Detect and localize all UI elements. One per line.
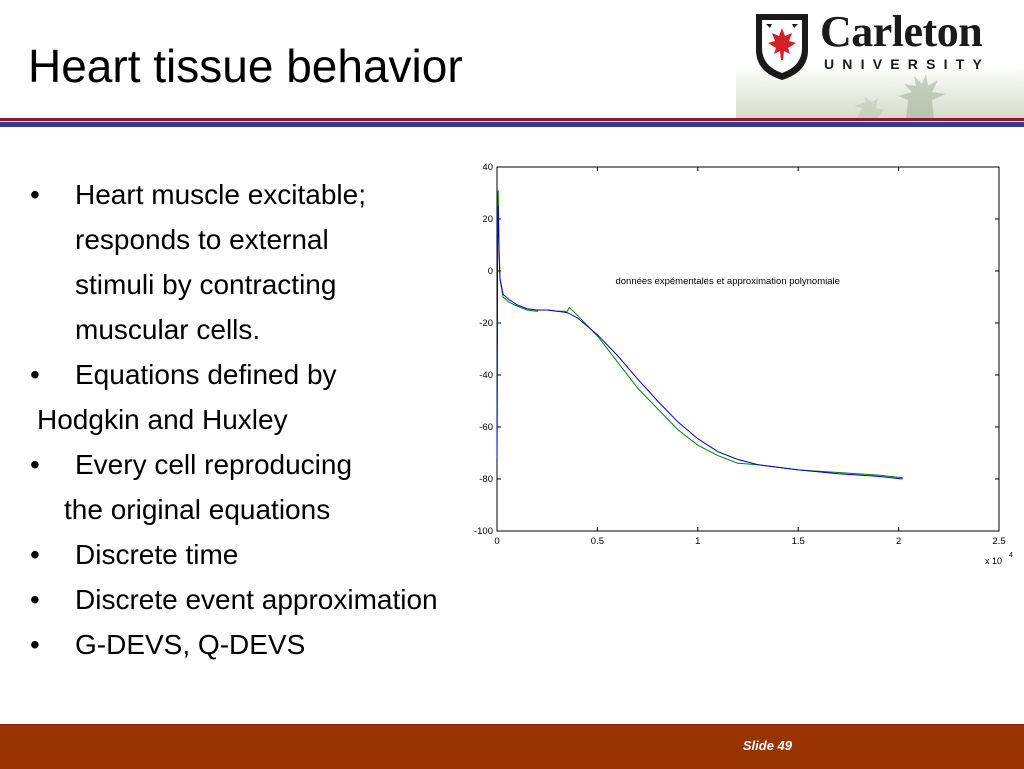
bullet-marker: • [30, 584, 40, 615]
bullet-marker: • [30, 539, 40, 570]
x-tick-label: 1 [695, 536, 700, 547]
list-item-continuation: stimuli by contracting [30, 262, 530, 307]
x-multiplier-exponent: 4 [1009, 552, 1013, 559]
x-tick-label: 1.5 [792, 536, 805, 547]
y-tick-label: 40 [482, 162, 493, 173]
logo-subtitle: UNIVERSITY [824, 56, 991, 72]
x-tick-label: 0.5 [591, 536, 604, 547]
bullet-marker: • [30, 179, 40, 210]
list-item-text: stimuli by contracting [75, 269, 337, 300]
list-item-text: Hodgkin and Huxley [37, 404, 288, 435]
list-item-plain: Hodgkin and Huxley [30, 397, 530, 442]
logo-wordmark: Carleton [820, 7, 983, 56]
footer-bar: Slide 49 [0, 724, 1024, 769]
list-item: • Discrete time [30, 532, 530, 577]
line-chart: 0 0.5 1 1.5 2 2.5 40 20 0 -20 -40 -60 -80 -100 donnée… [474, 162, 1013, 566]
list-item-text: Discrete event approximation [75, 584, 438, 615]
bullet-list: • Heart muscle excitable; responds to ext… [30, 172, 530, 667]
y-tick-label: -40 [479, 370, 493, 381]
y-tick-label: -100 [474, 526, 493, 537]
header-rule-red [0, 118, 1024, 121]
bullet-marker: • [30, 629, 40, 660]
university-logo: Carleton UNIVERSITY [736, 0, 1024, 120]
list-item: • Every cell reproducing [30, 442, 530, 487]
bullet-marker: • [30, 359, 40, 390]
list-item: • G-DEVS, Q-DEVS [30, 622, 530, 667]
list-item-text: Equations defined by [75, 359, 337, 390]
list-item-text: Discrete time [75, 539, 239, 570]
slide-title: Heart tissue behavior [28, 40, 463, 92]
x-multiplier-label: x 10 [985, 556, 1002, 566]
x-tick-label: 2.5 [992, 536, 1005, 547]
list-item-text: G-DEVS, Q-DEVS [75, 629, 306, 660]
series-line-1 [496, 190, 903, 479]
list-item-text: muscular cells. [75, 314, 261, 345]
y-tick-label: -80 [479, 474, 493, 485]
y-tick-label: 20 [482, 214, 493, 225]
x-tick-label: 2 [896, 536, 901, 547]
header-rule-gap [0, 121, 1024, 122]
y-tick-label: -60 [479, 422, 493, 433]
list-item-plain: the original equations [30, 487, 530, 532]
x-tick-label: 0 [494, 536, 499, 547]
list-item-text: the original equations [64, 494, 331, 525]
list-item: • Discrete event approximation [30, 577, 530, 622]
y-tick-label: -20 [479, 318, 493, 329]
bullet-marker: • [30, 449, 40, 480]
list-item: • Equations defined by [30, 352, 530, 397]
list-item-text: Heart muscle excitable; [75, 179, 367, 210]
list-item-text: responds to external [75, 224, 329, 255]
y-tick-label: 0 [488, 266, 493, 277]
chart-annotation: données expémentales et approximation po… [615, 276, 839, 287]
slide-number: Slide 49 [742, 738, 792, 753]
crest-icon [756, 14, 808, 80]
plot-frame [496, 166, 1000, 532]
list-item-continuation: muscular cells. [30, 307, 530, 352]
list-item-text: Every cell reproducing [75, 449, 353, 480]
header-rule-blue [0, 122, 1024, 127]
list-item-continuation: responds to external [30, 217, 530, 262]
series-line-2 [496, 205, 903, 480]
tree-silhouette [854, 74, 946, 120]
list-item: • Heart muscle excitable; [30, 172, 530, 217]
